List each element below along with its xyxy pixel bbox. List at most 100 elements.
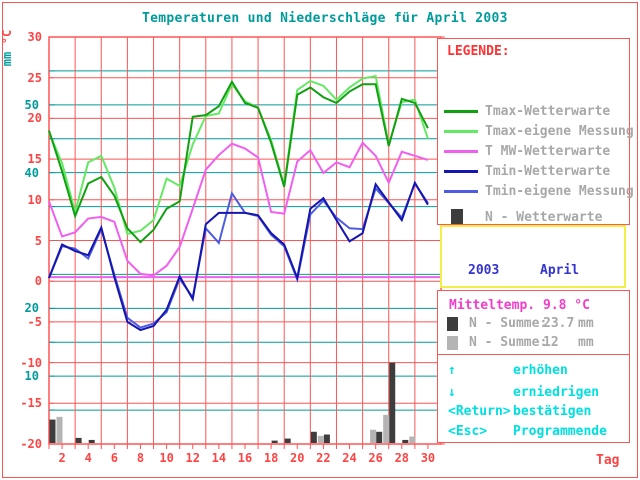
day-tick-label: 12	[185, 451, 200, 465]
key-action-label: bestätigen	[513, 404, 592, 419]
temp-tick-label: 10	[27, 192, 42, 207]
series-line-tmax-wetterwarte	[48, 79, 429, 244]
n-summe-unit: mm	[578, 316, 594, 331]
n-summe-value: 12	[543, 335, 559, 350]
legend-panel: LEGENDE: Tmax-Wetterwarte Tmax-eigene Me…	[437, 38, 634, 245]
legend-item-tmin-wetterwarte: Tmin-Wetterwarte	[438, 163, 629, 181]
day-tick-label: 26	[368, 451, 383, 465]
n-eigene-swatch	[447, 336, 458, 350]
tmin-wetterwarte-line-sample	[444, 170, 478, 173]
temp-tick-label: -20	[20, 437, 42, 451]
precip-bar-wetterwarte-day27	[389, 362, 396, 443]
esc-key-label: <Esc>	[448, 424, 488, 439]
key-commands-panel: ↑ erhöhen ↓ erniedrigen <Return> bestäti…	[437, 354, 630, 443]
legend-title: LEGENDE:	[447, 44, 510, 59]
n-summe-label: N - Summe:	[469, 316, 548, 331]
tmin-eigene-line-sample	[444, 190, 478, 193]
temp-tick-label: 20	[27, 111, 42, 126]
temp-tick-label: -15	[20, 396, 42, 411]
temp-tick-label: 15	[27, 152, 42, 167]
precip-axis-unit-label: mm	[0, 51, 15, 67]
day-tick-label: 10	[159, 451, 174, 465]
day-tick-label: 6	[110, 451, 118, 465]
precip-bar-eigene-day26	[383, 414, 390, 443]
legend-item-n-wetterwarte: N - Wetterwarte	[438, 209, 629, 227]
arrow-up-icon: ↑	[448, 363, 456, 378]
precip-bar-wetterwarte-day4	[88, 439, 95, 443]
precip-bar-wetterwarte-day3	[75, 437, 82, 443]
series-line-tmax-eigene-messung	[48, 74, 429, 236]
key-up-row: ↑ erhöhen	[438, 363, 629, 383]
day-tick-label: 20	[290, 451, 305, 465]
n-summe-value: 23.7	[543, 316, 575, 331]
precip-bar-wetterwarte-day26	[376, 431, 383, 443]
day-tick-label: 2	[58, 451, 66, 465]
key-esc-row: <Esc> Programmende	[438, 424, 629, 444]
legend-item-t-mw-wetterwarte: T MW-Wetterwarte	[438, 143, 629, 161]
legend-item-label: Tmin-eigene Messung	[485, 184, 634, 199]
series-line-tmin-wetterwarte	[48, 180, 429, 332]
precip-tick-label: 10	[24, 369, 39, 384]
precip-bar-wetterwarte-day28	[402, 439, 409, 443]
precip-bar-wetterwarte-day1	[49, 419, 56, 443]
day-tick-label: 8	[136, 451, 145, 465]
mitteltemp-label: Mitteltemp.	[449, 298, 536, 313]
precip-tick-label: 40	[24, 165, 39, 180]
n-summe-wetterwarte-row: N - Summe: 23.7 mm	[438, 316, 629, 334]
day-tick-label: 14	[211, 451, 227, 465]
precip-tick-label: 50	[24, 97, 39, 112]
day-tick-label: 30	[420, 451, 436, 465]
temp-tick-label: 0	[34, 274, 42, 289]
period-year: 2003	[468, 263, 500, 278]
day-tick-label: 4	[84, 451, 92, 465]
stats-panel: Mitteltemp. 9.8 °C N - Summe: 23.7 mm N …	[437, 290, 630, 356]
n-wetterwarte-bar-swatch	[451, 209, 463, 224]
series-line-t-mw-wetterwarte	[48, 141, 429, 277]
return-key-label: <Return>	[448, 404, 511, 419]
tmax-wetterwarte-line-sample	[444, 110, 478, 113]
legend-item-label: N - Wetterwarte	[485, 210, 603, 225]
temp-tick-label: 30	[27, 30, 42, 44]
key-action-label: erniedrigen	[513, 385, 600, 400]
chart-title: Temperaturen und Niederschläge für April…	[142, 11, 508, 26]
legend-item-tmax-eigene: Tmax-eigene Messung	[438, 123, 634, 141]
day-tick-label: 18	[263, 451, 279, 465]
day-tick-label: 16	[237, 451, 253, 465]
precip-bar-wetterwarte-day21	[310, 431, 317, 443]
temp-tick-label: -5	[27, 314, 42, 329]
period-panel: 2003 April	[440, 225, 626, 288]
t-mw-line-sample	[444, 150, 478, 153]
day-tick-label: 28	[394, 451, 410, 465]
x-axis-title: Tag	[596, 453, 620, 468]
arrow-down-icon: ↓	[448, 385, 456, 400]
legend-item-label: Tmax-eigene Messung	[485, 124, 634, 139]
day-tick-label: 22	[316, 451, 331, 465]
legend-item-tmax-wetterwarte: Tmax-Wetterwarte	[438, 103, 629, 121]
temp-tick-label: 5	[34, 233, 42, 248]
precip-bar-eigene-day21	[317, 435, 324, 443]
n-wetterwarte-swatch	[447, 317, 458, 331]
precip-bar-wetterwarte-day22	[323, 434, 330, 443]
legend-item-label: Tmax-Wetterwarte	[485, 104, 611, 119]
period-month: April	[540, 263, 580, 278]
key-down-row: ↓ erniedrigen	[438, 385, 629, 405]
temp-tick-label: -10	[20, 355, 42, 370]
key-return-row: <Return> bestätigen	[438, 404, 629, 424]
n-summe-unit: mm	[578, 335, 594, 350]
legend-item-tmin-eigene: Tmin-eigene Messung	[438, 183, 634, 201]
precip-bar-wetterwarte-day19	[284, 438, 291, 443]
n-summe-label: N - Summe:	[469, 335, 548, 350]
legend-item-label: T MW-Wetterwarte	[485, 144, 611, 159]
key-action-label: Programmende	[513, 424, 607, 439]
precip-bar-eigene-day25	[370, 429, 377, 443]
tmax-eigene-line-sample	[444, 130, 478, 133]
legend-item-label: Tmin-Wetterwarte	[485, 164, 611, 179]
n-summe-eigene-row: N - Summe: 12 mm	[438, 335, 629, 353]
temp-tick-label: 25	[27, 70, 42, 85]
precip-bar-wetterwarte-day18	[271, 440, 278, 443]
precip-bar-eigene-day1	[56, 416, 63, 443]
precip-bar-eigene-day28	[409, 436, 416, 443]
